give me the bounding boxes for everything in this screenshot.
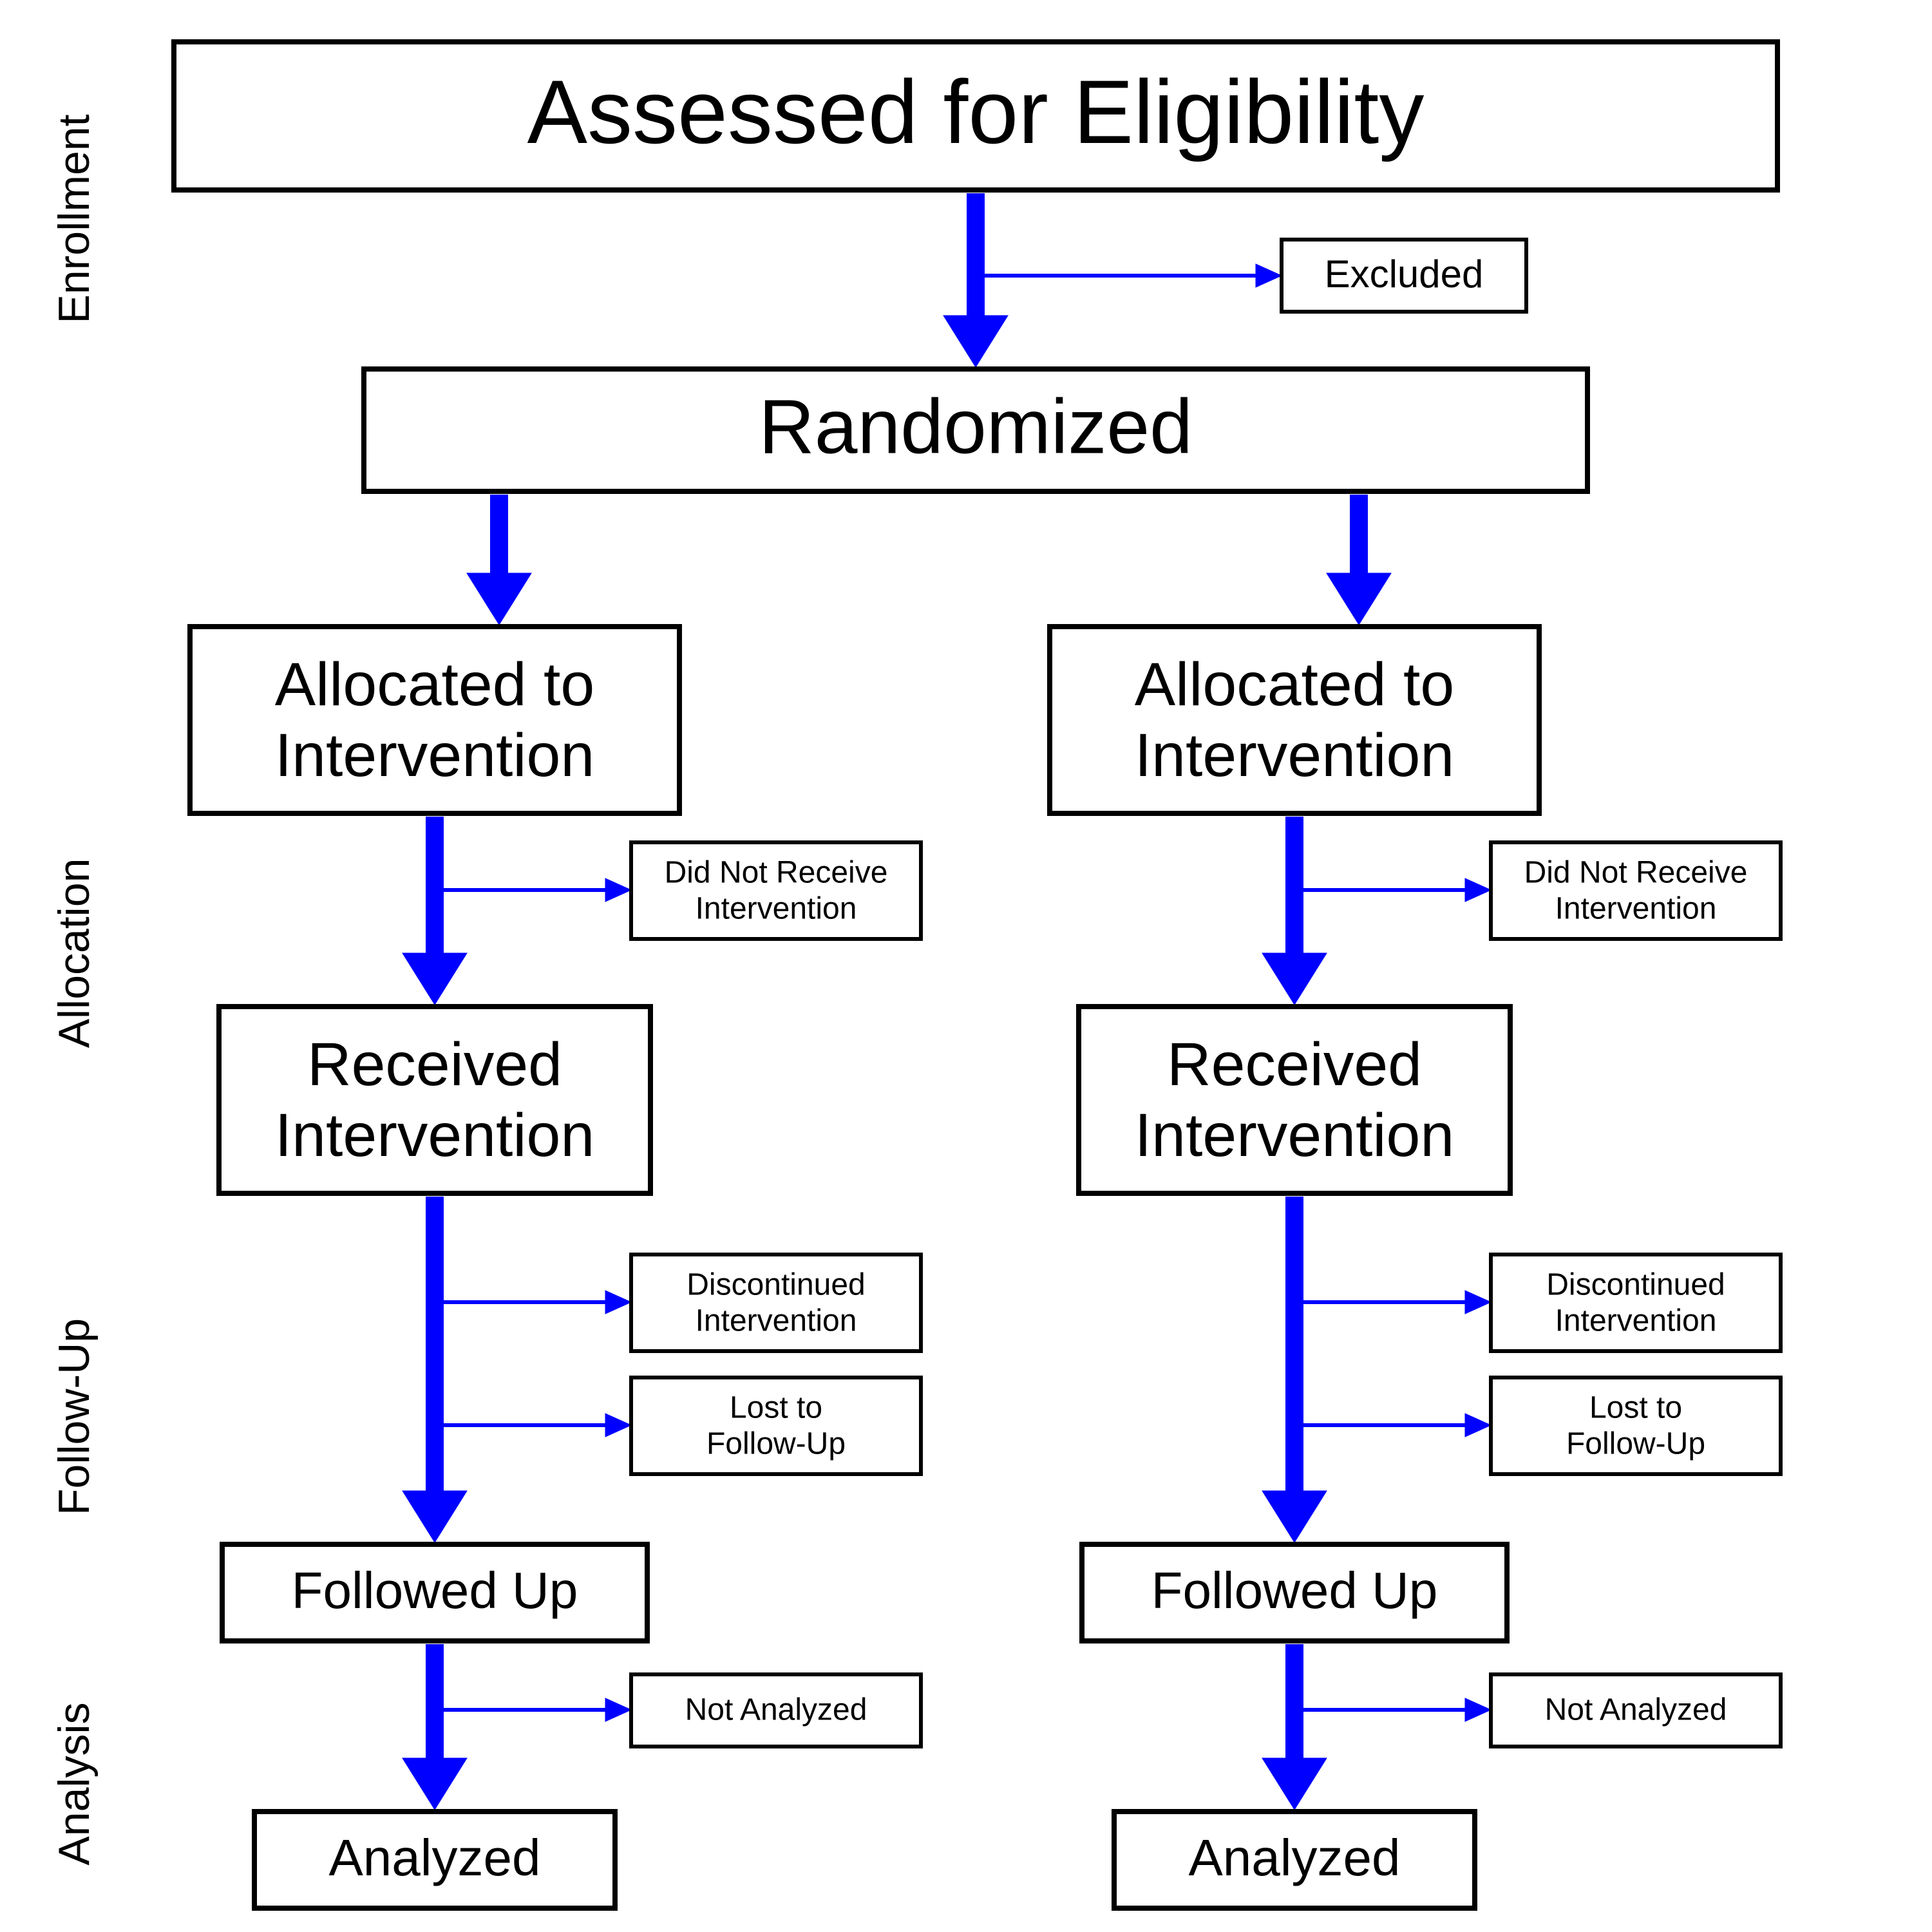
consort-flowchart: Enrollment Allocation Follow-Up Analysis… <box>0 0 1932 1932</box>
label-received-right-2: Intervention <box>1135 1101 1454 1170</box>
label-followed-left: Followed Up <box>292 1562 578 1619</box>
label-lost-left-1: Lost to <box>730 1391 822 1425</box>
arrow-received-followed-right <box>1262 1197 1327 1542</box>
arrow-randomized-allocated-right <box>1327 495 1391 625</box>
label-disc-left-2: Intervention <box>696 1304 857 1338</box>
label-dnr-right-1: Did Not Receive <box>1524 856 1748 890</box>
label-analyzed-left: Analyzed <box>328 1829 540 1886</box>
label-notanalyzed-right: Not Analyzed <box>1545 1693 1727 1727</box>
arrow-followed-analyzed-left <box>402 1644 467 1810</box>
label-received-left-2: Intervention <box>275 1101 594 1170</box>
label-allocated-right-2: Intervention <box>1135 721 1454 790</box>
label-allocated-right-1: Allocated to <box>1135 650 1454 719</box>
label-dnr-right-2: Intervention <box>1555 892 1717 926</box>
phase-followup: Follow-Up <box>50 1318 99 1515</box>
label-allocated-left-2: Intervention <box>275 721 594 790</box>
label-assessed: Assessed for Eligibility <box>527 61 1425 162</box>
label-excluded: Excluded <box>1325 252 1484 296</box>
phase-allocation: Allocation <box>50 858 99 1048</box>
arrow-followed-notanalyzed-right <box>1294 1698 1491 1721</box>
label-lost-right-1: Lost to <box>1589 1391 1682 1425</box>
arrow-received-disc-right <box>1294 1291 1491 1314</box>
label-disc-left-1: Discontinued <box>687 1268 866 1302</box>
arrow-received-followed-left <box>402 1197 467 1542</box>
arrow-randomized-allocated-left <box>467 495 531 625</box>
arrow-allocated-received-right <box>1262 817 1327 1005</box>
label-disc-right-2: Intervention <box>1555 1304 1717 1338</box>
arrow-assessed-randomized <box>943 193 1008 367</box>
arrow-assessed-excluded <box>976 264 1282 287</box>
arrow-followed-notanalyzed-left <box>435 1698 631 1721</box>
label-disc-right-1: Discontinued <box>1546 1268 1725 1302</box>
label-followed-right: Followed Up <box>1151 1562 1438 1619</box>
label-allocated-left-1: Allocated to <box>275 650 594 719</box>
phase-enrollment: Enrollment <box>50 114 99 323</box>
label-lost-right-2: Follow-Up <box>1566 1427 1705 1461</box>
label-notanalyzed-left: Not Analyzed <box>685 1693 867 1727</box>
label-randomized: Randomized <box>759 384 1193 470</box>
arrow-followed-analyzed-right <box>1262 1644 1327 1810</box>
label-analyzed-right: Analyzed <box>1188 1829 1400 1886</box>
phase-analysis: Analysis <box>50 1702 99 1865</box>
arrow-allocated-dnr-left <box>435 878 631 902</box>
arrow-received-lost-right <box>1294 1414 1491 1437</box>
label-received-left-1: Received <box>307 1030 562 1099</box>
label-received-right-1: Received <box>1167 1030 1422 1099</box>
label-lost-left-2: Follow-Up <box>706 1427 846 1461</box>
label-dnr-left-2: Intervention <box>696 892 857 926</box>
arrow-received-lost-left <box>435 1414 631 1437</box>
arrow-received-disc-left <box>435 1291 631 1314</box>
label-dnr-left-1: Did Not Receive <box>665 856 888 890</box>
arrow-allocated-dnr-right <box>1294 878 1491 902</box>
arrow-allocated-received-left <box>402 817 467 1005</box>
